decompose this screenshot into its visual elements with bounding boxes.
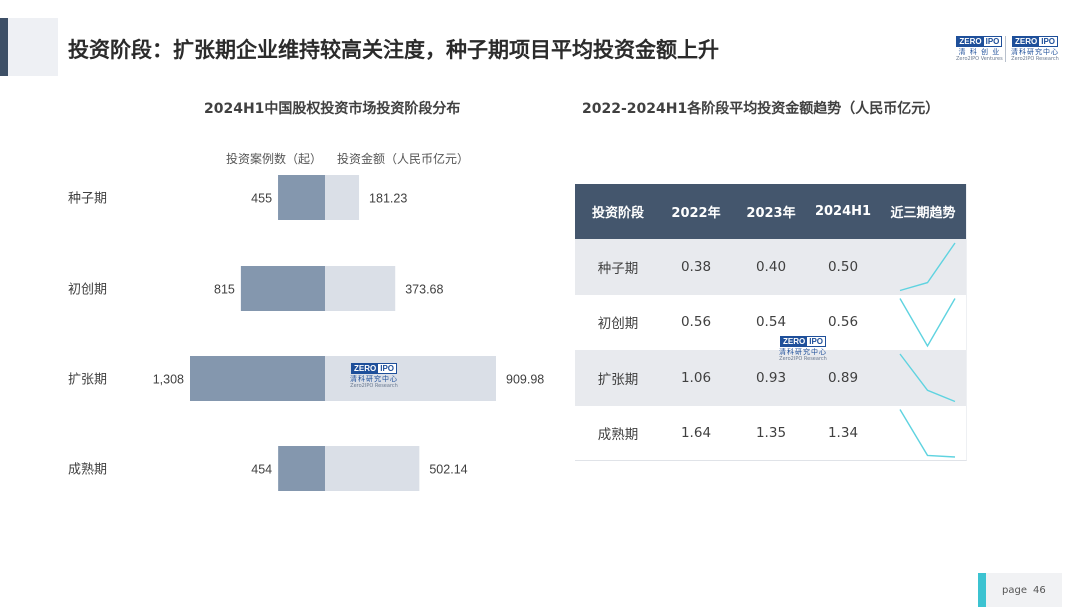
- page-tab-accent: [978, 573, 986, 607]
- logo-mark-ipo: IPO: [378, 364, 396, 373]
- logo-mark: ZERO IPO: [779, 336, 826, 347]
- cell-2023: 0.54: [755, 314, 787, 331]
- logo-divider: [1005, 36, 1006, 62]
- table-title: 2022-2024H1各阶段平均投资金额趋势（人民币亿元）: [582, 101, 940, 117]
- logo-mark-zero: ZERO: [351, 364, 379, 373]
- row-stage: 初创期: [597, 316, 639, 333]
- logo-mark-zero: ZERO: [780, 337, 808, 346]
- category-label: 扩张期: [68, 373, 107, 388]
- trend-sparkline: [899, 353, 956, 403]
- cell-2022: 0.38: [680, 258, 712, 275]
- row-stage: 成熟期: [597, 427, 639, 444]
- watermark-logo-left: ZERO IPO 清科研究中心 Zero2IPO Research: [350, 363, 398, 389]
- logo-mark: ZERO IPO: [956, 36, 1003, 47]
- cell-2024h1: 1.34: [827, 425, 859, 442]
- logo-mark-ipo: IPO: [807, 337, 825, 346]
- header-band: [0, 18, 58, 76]
- table-row: 成熟期 1.64 1.35 1.34: [575, 405, 967, 461]
- legend-amount: 投资金额（人民币亿元）: [337, 152, 470, 166]
- col-header-2023: 2023年: [746, 206, 796, 221]
- logo-mark: ZERO IPO: [1011, 36, 1058, 47]
- bar-amount: [325, 446, 420, 491]
- data-label-amount: 502.14: [429, 463, 467, 477]
- data-label-amount: 373.68: [405, 283, 443, 297]
- data-label-amount: 909.98: [506, 373, 544, 387]
- cell-2024h1: 0.50: [827, 258, 859, 275]
- data-label-cases: 455: [251, 192, 272, 206]
- cell-2024h1: 0.89: [827, 369, 859, 386]
- category-label: 种子期: [68, 192, 107, 207]
- watermark-logo-table: ZERO IPO 清科研究中心 Zero2IPO Research: [779, 336, 827, 362]
- zero2ipo-ventures-logo: ZERO IPO 清 科 创 业 Zero2IPO Ventures: [956, 36, 1003, 62]
- cell-2024h1: 0.56: [827, 314, 859, 331]
- trend-sparkline: [899, 298, 956, 348]
- logo-mark-ipo: IPO: [983, 37, 1002, 46]
- header-accent-bar: [0, 18, 8, 76]
- row-stage: 扩张期: [597, 371, 639, 388]
- legend-cases: 投资案例数（起）: [226, 152, 323, 166]
- logo-en-text: Zero2IPO Research: [350, 383, 398, 389]
- cell-2023: 0.93: [755, 369, 787, 386]
- row-stage: 种子期: [597, 260, 639, 277]
- data-label-amount: 181.23: [369, 192, 407, 206]
- logo-en-text: Zero2IPO Ventures: [956, 56, 1003, 62]
- cell-2023: 0.40: [755, 258, 787, 275]
- cell-2022: 1.06: [680, 369, 712, 386]
- logo-mark-ipo: IPO: [1039, 37, 1057, 46]
- logo-mark-zero: ZERO: [1012, 37, 1040, 46]
- bar-cases: [240, 266, 325, 311]
- logo-cn-text: 清 科 创 业: [958, 48, 1001, 56]
- page-title: 投资阶段：扩张期企业维持较高关注度，种子期项目平均投资金额上升: [68, 38, 719, 62]
- bar-cases: [278, 446, 325, 491]
- table-row: 初创期 0.56 0.54 0.56: [575, 294, 967, 350]
- zero2ipo-research-logo: ZERO IPO 清科研究中心 Zero2IPO Research: [1011, 36, 1059, 62]
- page-number: 46: [1033, 585, 1046, 596]
- logo-mark-zero: ZERO: [957, 37, 984, 46]
- cell-2022: 1.64: [680, 425, 712, 442]
- cell-2022: 0.56: [680, 314, 712, 331]
- table-row: 扩张期 1.06 0.93 0.89: [575, 350, 967, 406]
- trend-table: 投资阶段 2022年 2023年 2024H1 近三期趋势 种子期 0.38 0…: [575, 184, 967, 461]
- bar-amount: [325, 266, 396, 311]
- bar-cases: [190, 356, 325, 401]
- logo-en-text: Zero2IPO Research: [779, 356, 827, 362]
- page-label: page: [1002, 585, 1027, 596]
- bar-chart-title: 2024H1中国股权投资市场投资阶段分布: [204, 101, 461, 117]
- logo-cn-text: 清科研究中心: [779, 348, 827, 356]
- logo-cn-text: 清科研究中心: [1011, 48, 1059, 56]
- data-label-cases: 815: [214, 283, 235, 297]
- logo-en-text: Zero2IPO Research: [1011, 56, 1059, 62]
- col-header-2022: 2022年: [671, 206, 721, 221]
- data-label-cases: 454: [251, 463, 272, 477]
- cell-2023: 1.35: [755, 425, 787, 442]
- page-tab: [978, 573, 1062, 607]
- bar-cases: [278, 175, 325, 220]
- col-header-trend: 近三期趋势: [890, 206, 956, 221]
- logo-mark: ZERO IPO: [350, 363, 397, 374]
- category-label: 成熟期: [68, 462, 107, 478]
- logo-cn-text: 清科研究中心: [350, 375, 398, 383]
- data-label-cases: 1,308: [153, 373, 184, 387]
- category-label: 初创期: [68, 283, 107, 298]
- col-header-stage: 投资阶段: [591, 206, 645, 221]
- trend-sparkline: [899, 409, 956, 458]
- table-header-row: 投资阶段 2022年 2023年 2024H1 近三期趋势: [575, 184, 967, 239]
- bar-amount: [325, 175, 360, 220]
- col-header-2024h1: 2024H1: [814, 204, 872, 219]
- trend-sparkline: [899, 242, 956, 292]
- table-row: 种子期 0.38 0.40 0.50: [575, 239, 967, 295]
